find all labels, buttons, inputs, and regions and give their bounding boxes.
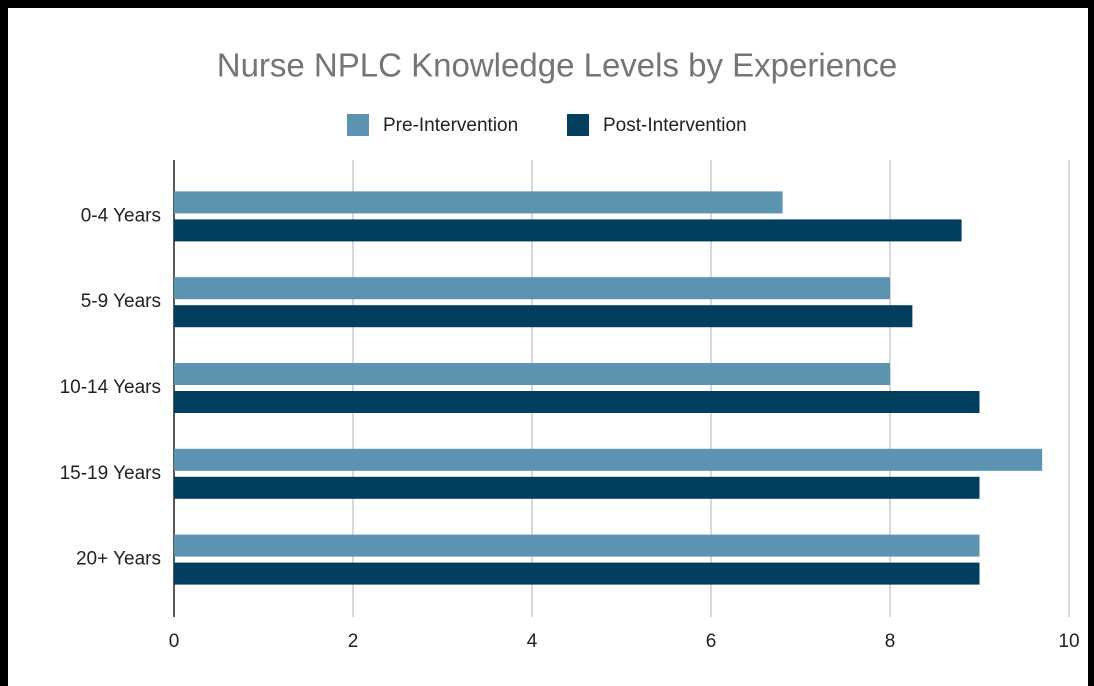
bar [174,305,913,328]
bar [174,277,890,300]
legend-swatch [567,114,589,136]
frame-top [0,0,1094,8]
y-tick-label: 10-14 Years [60,377,161,398]
bar [174,562,980,585]
y-tick-label: 20+ Years [76,549,161,570]
x-tick-label: 8 [885,631,896,652]
frame-left [0,0,8,686]
bar [174,219,962,242]
x-tick-label: 10 [1058,631,1079,652]
y-tick-label: 15-19 Years [60,463,161,484]
x-tick-label: 4 [527,631,538,652]
bar [174,476,980,499]
legend-swatch [347,114,369,136]
bar [174,363,890,385]
x-tick-label: 6 [706,631,717,652]
bar [174,191,783,214]
legend-label: Post-Intervention [603,115,747,136]
y-tick-label: 5-9 Years [81,291,161,312]
y-tick-label: 0-4 Years [81,205,161,226]
x-tick-label: 0 [169,631,180,652]
chart-title: Nurse NPLC Knowledge Levels by Experienc… [217,47,898,84]
frame-right [1088,0,1094,686]
bar [174,448,1043,471]
x-tick-label: 2 [348,631,359,652]
legend-label: Pre-Intervention [383,115,518,136]
bar [174,534,980,557]
bar [174,391,980,413]
